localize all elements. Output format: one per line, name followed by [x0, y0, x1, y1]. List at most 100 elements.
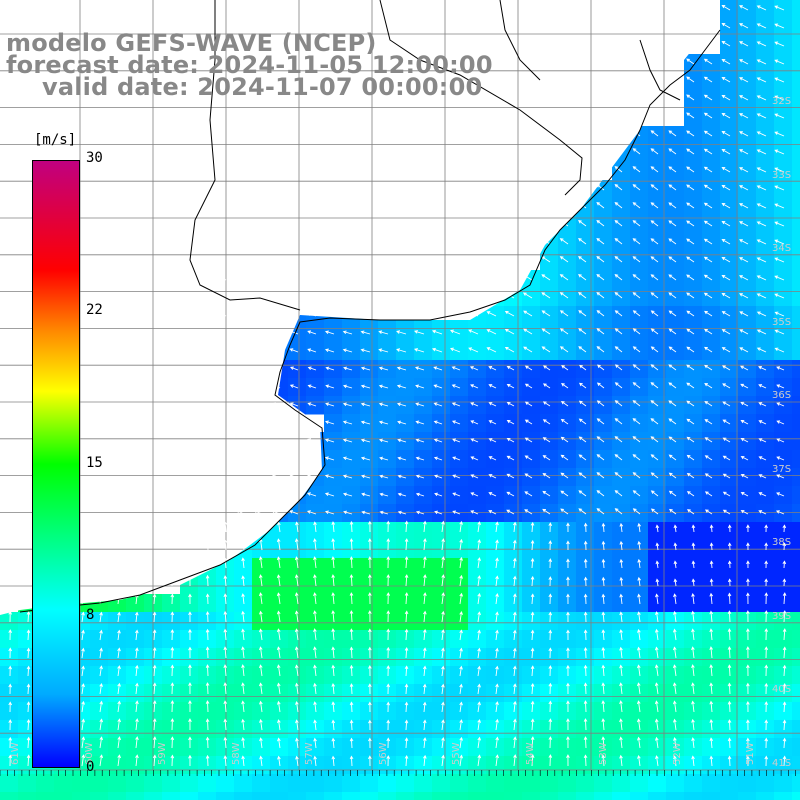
- wind-arrow: [578, 292, 587, 299]
- field-cell: [90, 648, 109, 667]
- field-cell: [162, 594, 181, 613]
- wind-arrow: [709, 592, 714, 605]
- field-cell: [126, 684, 145, 703]
- wind-arrow: [614, 184, 623, 191]
- wind-arrow: [614, 274, 623, 281]
- field-cell: [396, 504, 415, 523]
- wind-arrow: [26, 665, 31, 677]
- wind-arrow: [386, 646, 391, 659]
- field-cell: [198, 666, 217, 685]
- wind-arrow: [650, 220, 659, 227]
- field-cell: [540, 792, 559, 800]
- field-cell: [432, 450, 451, 469]
- wind-arrow: [404, 520, 409, 533]
- wind-arrow: [188, 574, 192, 587]
- wind-arrow: [721, 94, 731, 101]
- wind-arrow: [756, 59, 767, 65]
- wind-arrow: [776, 438, 785, 443]
- wind-arrow: [686, 148, 695, 155]
- wind-arrow: [386, 683, 391, 695]
- wind-arrow: [117, 700, 121, 713]
- wind-arrow: [756, 167, 767, 173]
- wind-arrow: [289, 402, 299, 407]
- wind-arrow: [470, 402, 479, 407]
- field-cell: [378, 792, 397, 800]
- field-cell: [270, 684, 289, 703]
- wind-arrow: [722, 401, 731, 407]
- field-cell: [792, 486, 800, 505]
- field-cell: [594, 666, 613, 685]
- field-cell: [270, 522, 289, 541]
- field-cell: [792, 792, 800, 800]
- wind-arrow: [404, 737, 409, 749]
- field-cell: [792, 378, 800, 397]
- wind-arrow: [614, 508, 623, 515]
- wind-arrow: [756, 311, 767, 317]
- field-cell: [360, 756, 379, 775]
- wind-arrow: [632, 202, 641, 209]
- wind-arrow: [135, 682, 139, 695]
- wind-arrow: [578, 418, 587, 425]
- wind-arrow: [135, 700, 139, 713]
- field-cell: [324, 702, 343, 721]
- wind-arrow: [433, 366, 443, 371]
- wind-arrow: [488, 456, 497, 461]
- field-cell: [360, 594, 379, 613]
- wind-arrow: [764, 682, 769, 695]
- field-cell: [432, 378, 451, 397]
- wind-arrow: [614, 400, 623, 407]
- wind-arrow: [739, 275, 749, 281]
- wind-arrow: [740, 365, 749, 371]
- field-cell: [738, 774, 757, 793]
- wind-arrow: [614, 346, 623, 353]
- wind-arrow: [360, 402, 371, 407]
- wind-arrow: [709, 718, 714, 731]
- field-cell: [270, 612, 289, 631]
- wind-arrow: [632, 472, 641, 479]
- field-cell: [306, 522, 325, 541]
- wind-arrow: [441, 736, 445, 749]
- wind-arrow: [433, 384, 443, 389]
- field-cell: [216, 612, 235, 631]
- wind-arrow: [361, 474, 371, 479]
- field-cell: [378, 504, 397, 523]
- wind-arrow: [637, 628, 641, 641]
- wind-arrow: [441, 665, 445, 677]
- wind-arrow: [205, 593, 210, 605]
- wind-arrow: [331, 628, 335, 641]
- wind-arrow: [566, 718, 570, 731]
- wind-arrow: [650, 436, 659, 443]
- field-cell: [540, 702, 559, 721]
- wind-arrow: [368, 556, 372, 569]
- wind-arrow: [470, 420, 479, 425]
- field-cell: [198, 720, 217, 739]
- wind-arrow: [727, 578, 732, 587]
- wind-arrow: [223, 682, 228, 695]
- field-cell: [324, 774, 343, 793]
- field-cell: [432, 630, 451, 649]
- wind-arrow: [668, 310, 677, 317]
- field-cell: [288, 774, 307, 793]
- field-cell: [486, 738, 505, 757]
- field-cell: [360, 612, 379, 631]
- field-cell: [522, 774, 541, 793]
- field-cell: [180, 594, 199, 613]
- wind-arrow: [758, 492, 767, 497]
- wind-arrow: [506, 402, 515, 407]
- wind-arrow: [331, 755, 336, 767]
- wind-arrow: [774, 23, 785, 29]
- wind-arrow: [368, 683, 372, 695]
- wind-arrow: [739, 167, 749, 173]
- field-cell: [558, 666, 577, 685]
- wind-arrow: [548, 718, 553, 731]
- wind-arrow: [530, 665, 535, 677]
- wind-arrow: [704, 437, 713, 443]
- wind-arrow: [306, 294, 317, 299]
- wind-arrow: [331, 538, 335, 551]
- wind-arrow: [452, 438, 461, 443]
- field-cell: [306, 486, 325, 505]
- field-cell: [342, 720, 361, 739]
- wind-arrow: [758, 384, 767, 389]
- wind-arrow: [495, 683, 499, 695]
- field-cell: [234, 666, 253, 685]
